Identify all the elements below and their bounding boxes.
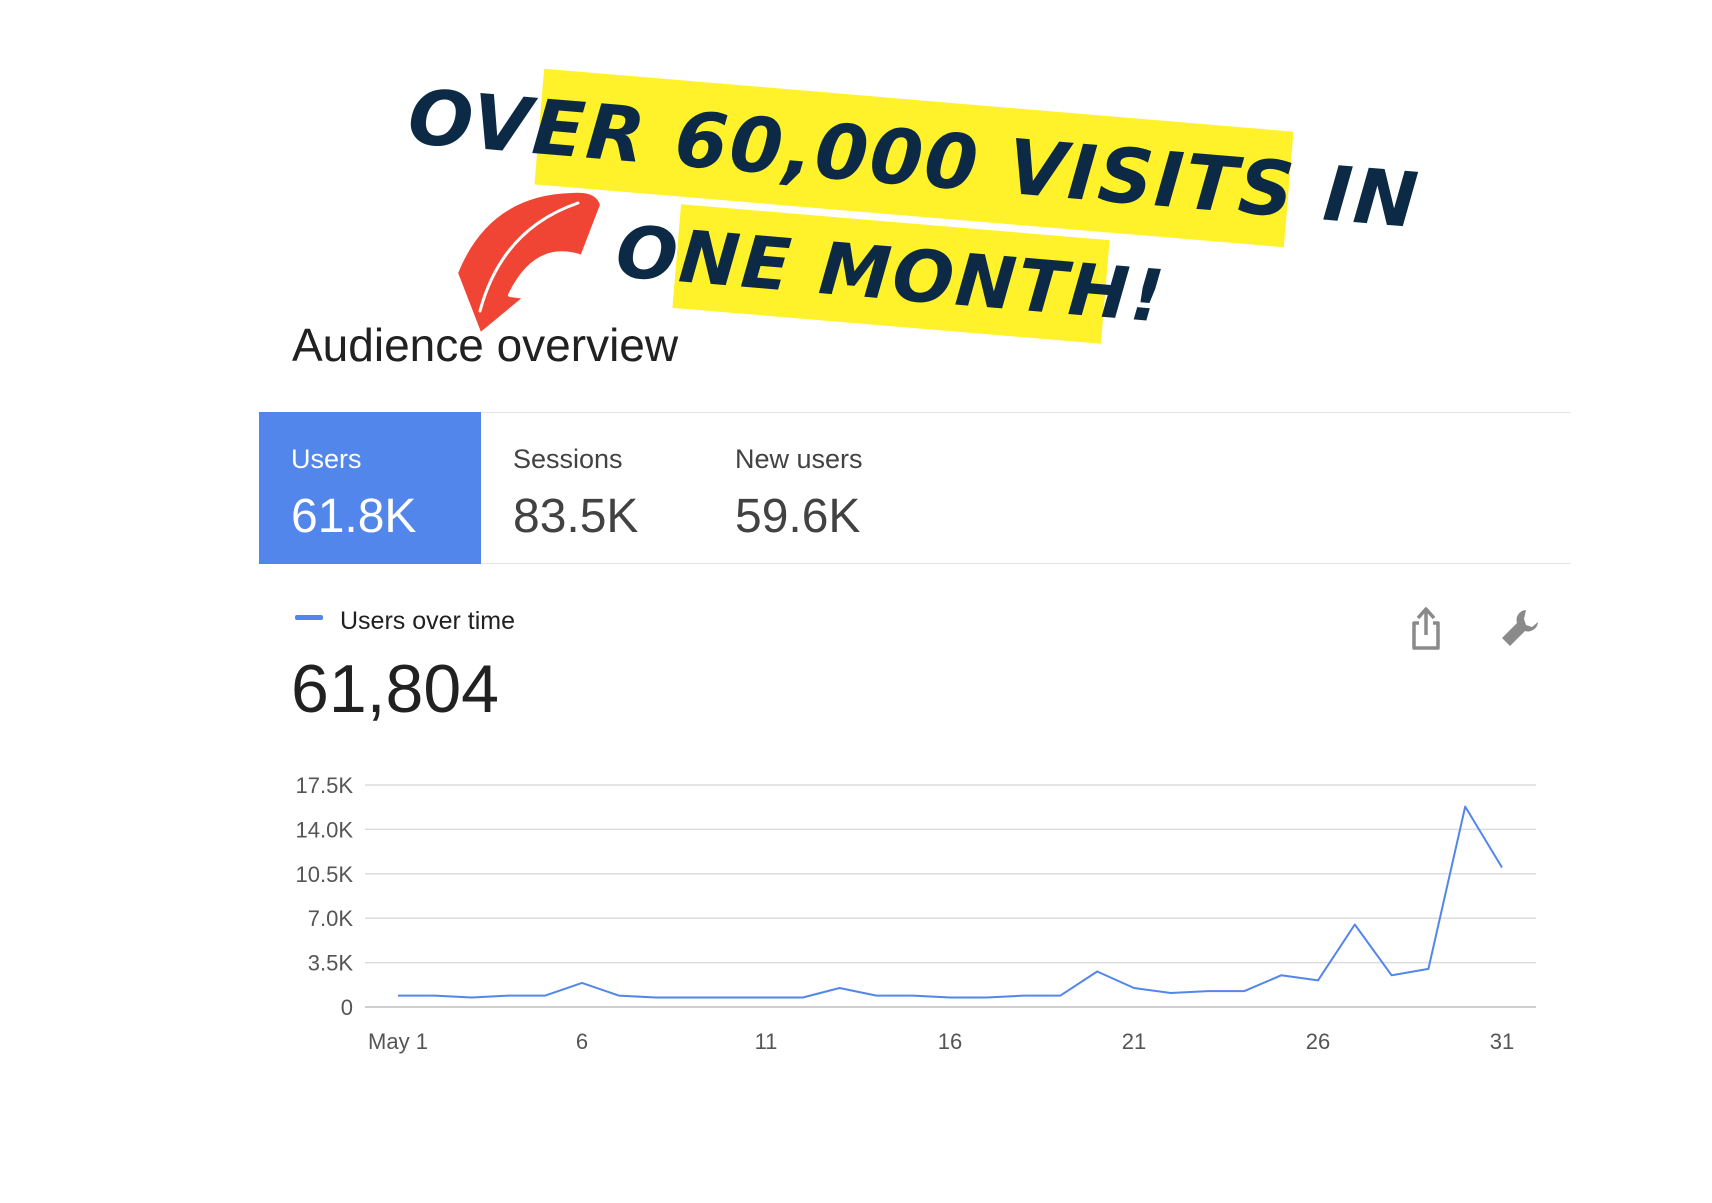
tab-users-value: 61.8K (291, 490, 417, 543)
legend-label: Users over time (340, 607, 516, 635)
tab-new-users-value: 59.6K (735, 490, 861, 543)
y-tick-label: 3.5K (308, 951, 354, 976)
legend-swatch (295, 615, 323, 620)
share-icon[interactable] (1402, 604, 1450, 652)
metric-tab-strip: Users 61.8K Sessions 83.5K New users 59.… (259, 412, 1571, 564)
x-tick-label: May 1 (368, 1029, 428, 1054)
total-users-value: 61,804 (291, 651, 499, 727)
x-tick-label: 21 (1122, 1029, 1146, 1054)
y-tick-label: 7.0K (308, 906, 354, 931)
x-tick-label: 11 (755, 1029, 778, 1054)
series-line (398, 805, 1503, 999)
y-tick-label: 10.5K (296, 862, 354, 887)
tab-users[interactable]: Users 61.8K (259, 412, 481, 564)
y-tick-label: 17.5K (296, 773, 354, 798)
tab-sessions-value: 83.5K (513, 490, 639, 543)
x-tick-label: 26 (1306, 1029, 1330, 1054)
y-tick-label: 0 (341, 995, 353, 1020)
tab-new-users-label: New users (735, 444, 863, 474)
curved-arrow-icon (454, 188, 604, 337)
page-title: Audience overview (292, 319, 679, 371)
tab-sessions-label: Sessions (513, 444, 623, 474)
x-tick-label: 6 (576, 1029, 588, 1054)
x-tick-label: 31 (1490, 1029, 1514, 1054)
y-tick-label: 14.0K (296, 817, 354, 842)
wrench-icon[interactable] (1498, 604, 1546, 652)
tab-sessions[interactable]: Sessions 83.5K (481, 412, 703, 564)
x-tick-label: 16 (938, 1029, 962, 1054)
tab-new-users[interactable]: New users 59.6K (703, 412, 925, 564)
tab-users-label: Users (291, 444, 362, 474)
